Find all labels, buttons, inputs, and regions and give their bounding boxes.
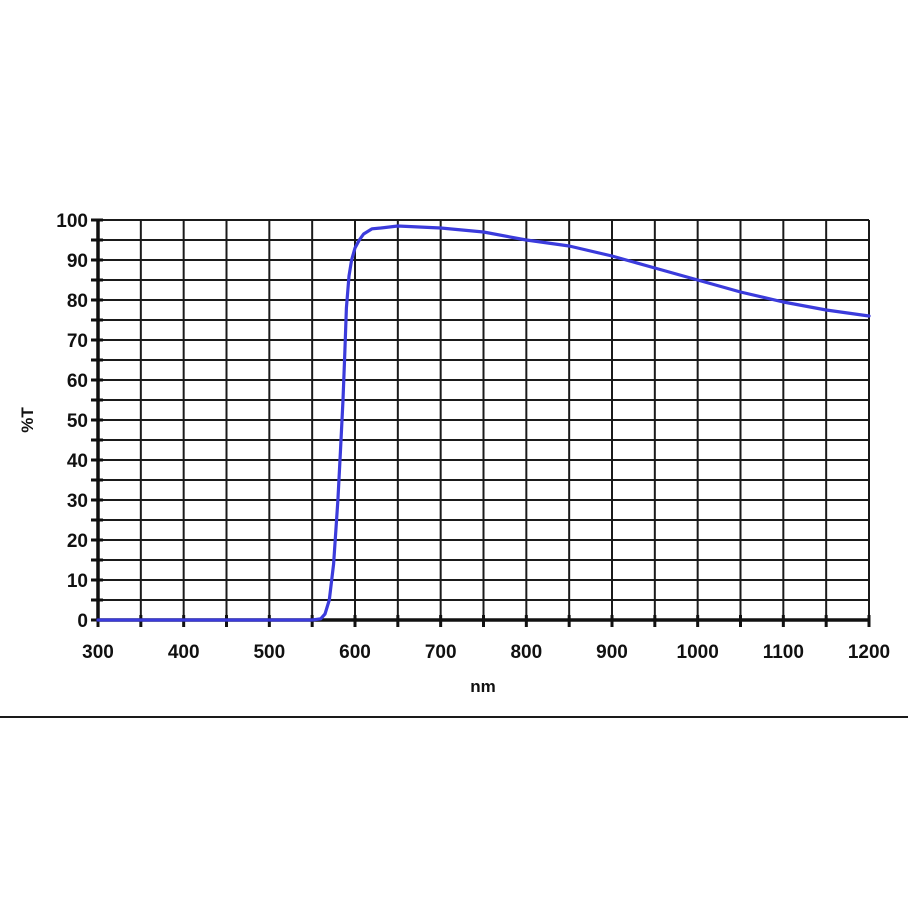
x-tick-label: 1200: [848, 642, 890, 663]
y-tick-label: 80: [67, 291, 88, 312]
x-tick-label: 1000: [677, 642, 719, 663]
x-tick-label: 400: [168, 642, 200, 663]
y-tick-label: 0: [77, 611, 88, 632]
x-tick-label: 900: [596, 642, 628, 663]
y-tick-label: 90: [67, 251, 88, 272]
x-tick-label: 1100: [763, 642, 804, 663]
x-axis-tick-labels: 300 400 500 600 700 800 900 1000 1100 1200: [82, 642, 890, 663]
y-axis-tick-labels: 0 10 20 30 40 50 60 70 80 90 100: [56, 211, 88, 632]
y-tick-label: 30: [67, 491, 88, 512]
x-tick-label: 500: [253, 642, 285, 663]
y-tick-label: 40: [67, 451, 88, 472]
transmission-curve: [96, 224, 871, 622]
y-axis-title: %T: [18, 407, 37, 433]
y-tick-label: 60: [67, 371, 88, 392]
x-tick-label: 700: [425, 642, 457, 663]
y-tick-label: 20: [67, 531, 88, 552]
y-tick-label: 100: [56, 211, 88, 232]
x-tick-label: 800: [510, 642, 542, 663]
grid-lines: [97, 219, 870, 621]
y-tick-label: 10: [67, 571, 88, 592]
x-tick-label: 300: [82, 642, 114, 663]
x-axis-title: nm: [470, 677, 496, 696]
x-tick-label: 600: [339, 642, 371, 663]
y-tick-label: 50: [67, 411, 88, 432]
y-tick-label: 70: [67, 331, 88, 352]
bottom-divider-line: [0, 716, 908, 718]
